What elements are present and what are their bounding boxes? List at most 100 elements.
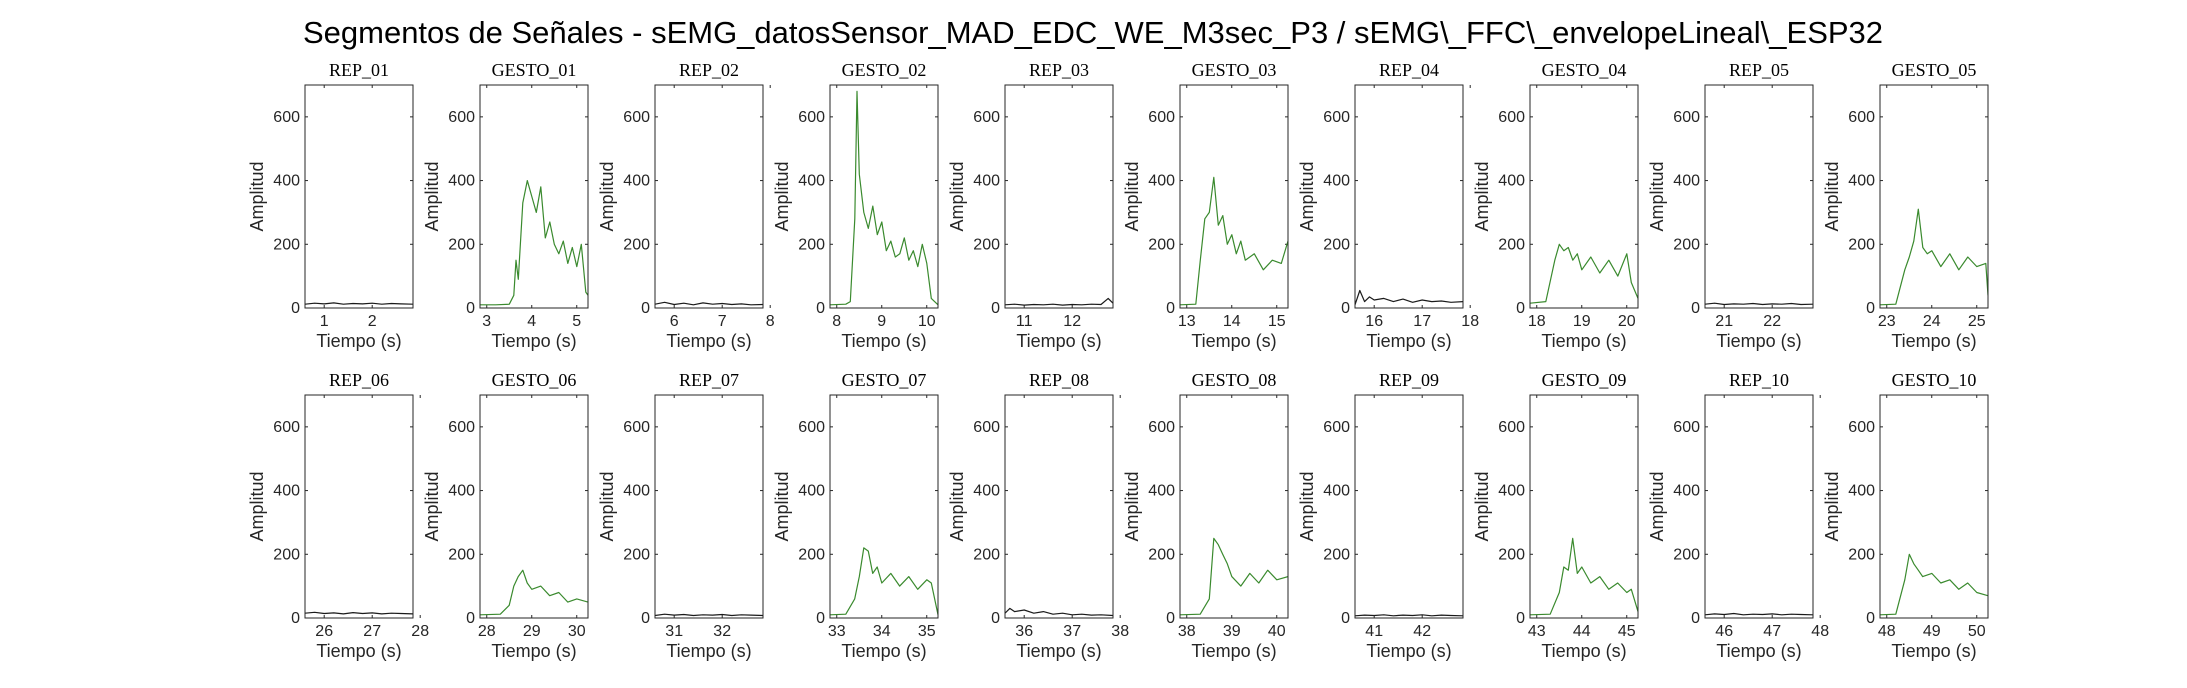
y-tick-label: 600 [798,109,825,126]
signal-trace [830,547,938,616]
y-tick-label: 600 [1673,419,1700,436]
x-tick-label: 17 [1413,313,1431,330]
signal-trace [1005,297,1113,306]
x-axis-label: Tiempo (s) [666,331,751,351]
y-tick-label: 600 [1148,109,1175,126]
y-tick-label: 0 [1516,610,1525,627]
y-tick-label: 200 [1148,236,1175,253]
x-axis-label: Tiempo (s) [666,641,751,661]
signal-trace [1005,607,1113,617]
x-tick-label: 5 [572,313,581,330]
subplot-title: GESTO_06 [492,370,577,390]
subplot-rep-06: REP_06 0 200 400 600 26 27 28 Tiempo (s) Amplitud [247,370,429,661]
x-tick-label: 7 [718,313,727,330]
x-axis-label: Tiempo (s) [1891,641,1976,661]
x-tick-label: 19 [1573,313,1591,330]
y-tick-label: 600 [973,109,1000,126]
subplot-title: REP_04 [1379,60,1439,80]
subplot-title: REP_05 [1729,60,1789,80]
subplot-title: GESTO_08 [1192,370,1277,390]
x-tick-label: 41 [1365,623,1383,640]
x-axis-label: Tiempo (s) [1716,331,1801,351]
axes-box [1179,84,1289,309]
y-tick-label: 200 [798,236,825,253]
y-tick-label: 0 [991,300,1000,317]
axes-box [479,394,589,619]
y-axis-label: Amplitud [1472,471,1492,541]
x-tick-label: 28 [411,623,429,640]
y-tick-label: 200 [973,546,1000,563]
y-tick-label: 600 [1848,109,1875,126]
signal-trace [1880,553,1988,616]
y-tick-label: 400 [1323,483,1350,500]
signal-trace [830,90,938,306]
signal-trace [1705,612,1813,616]
y-tick-label: 0 [1516,300,1525,317]
signal-trace [655,301,763,306]
x-tick-label: 43 [1528,623,1546,640]
signal-trace [1705,302,1813,306]
subplot-title: GESTO_07 [842,370,927,390]
y-axis-label: Amplitud [1647,161,1667,231]
y-axis-label: Amplitud [1822,161,1842,231]
y-tick-label: 200 [1848,546,1875,563]
y-axis-label: Amplitud [1472,161,1492,231]
x-tick-label: 23 [1878,313,1896,330]
x-tick-label: 4 [527,313,536,330]
signal-trace [1880,208,1988,306]
signal-trace [1180,537,1288,616]
axes-box [1879,84,1989,309]
x-tick-label: 36 [1015,623,1033,640]
x-tick-label: 38 [1111,623,1129,640]
y-tick-label: 600 [448,419,475,436]
x-axis-label: Tiempo (s) [491,331,576,351]
y-tick-label: 400 [623,483,650,500]
y-axis-label: Amplitud [1122,161,1142,231]
y-tick-label: 600 [273,109,300,126]
x-tick-label: 1 [320,313,329,330]
y-tick-label: 400 [1498,173,1525,190]
y-axis-label: Amplitud [947,161,967,231]
y-tick-label: 200 [1673,546,1700,563]
y-axis-label: Amplitud [1822,471,1842,541]
axes-box [1004,394,1114,619]
axes-box [829,394,939,619]
y-tick-label: 600 [273,419,300,436]
axes-box [654,84,764,309]
axes-box [1879,394,1989,619]
y-tick-label: 600 [1498,109,1525,126]
y-tick-label: 200 [1323,236,1350,253]
subplot-title: GESTO_04 [1542,60,1627,80]
y-axis-label: Amplitud [247,161,267,231]
x-tick-label: 33 [828,623,846,640]
y-axis-label: Amplitud [1122,471,1142,541]
y-tick-label: 400 [1848,483,1875,500]
axes-box [1354,394,1464,619]
y-tick-label: 0 [1166,300,1175,317]
y-tick-label: 400 [623,173,650,190]
x-tick-label: 26 [315,623,333,640]
x-tick-label: 37 [1063,623,1081,640]
subplot-title: GESTO_10 [1892,370,1977,390]
x-axis-label: Tiempo (s) [1366,331,1451,351]
y-tick-label: 0 [466,300,475,317]
subplot-title: GESTO_01 [492,60,577,80]
y-tick-label: 400 [273,483,300,500]
signal-trace [1530,243,1638,304]
subplot-title: REP_02 [679,60,739,80]
subplot-rep-02: REP_02 0 200 400 600 6 7 8 Tiempo (s) Amplitud [597,60,775,351]
x-tick-label: 45 [1618,623,1636,640]
x-tick-label: 16 [1365,313,1383,330]
axes-box [1529,394,1639,619]
x-tick-label: 42 [1413,623,1431,640]
y-tick-label: 400 [273,173,300,190]
subplot-rep-04: REP_04 0 200 400 600 16 17 18 Tiempo (s) Amplitud [1297,60,1479,351]
x-tick-label: 20 [1618,313,1636,330]
y-tick-label: 200 [973,236,1000,253]
